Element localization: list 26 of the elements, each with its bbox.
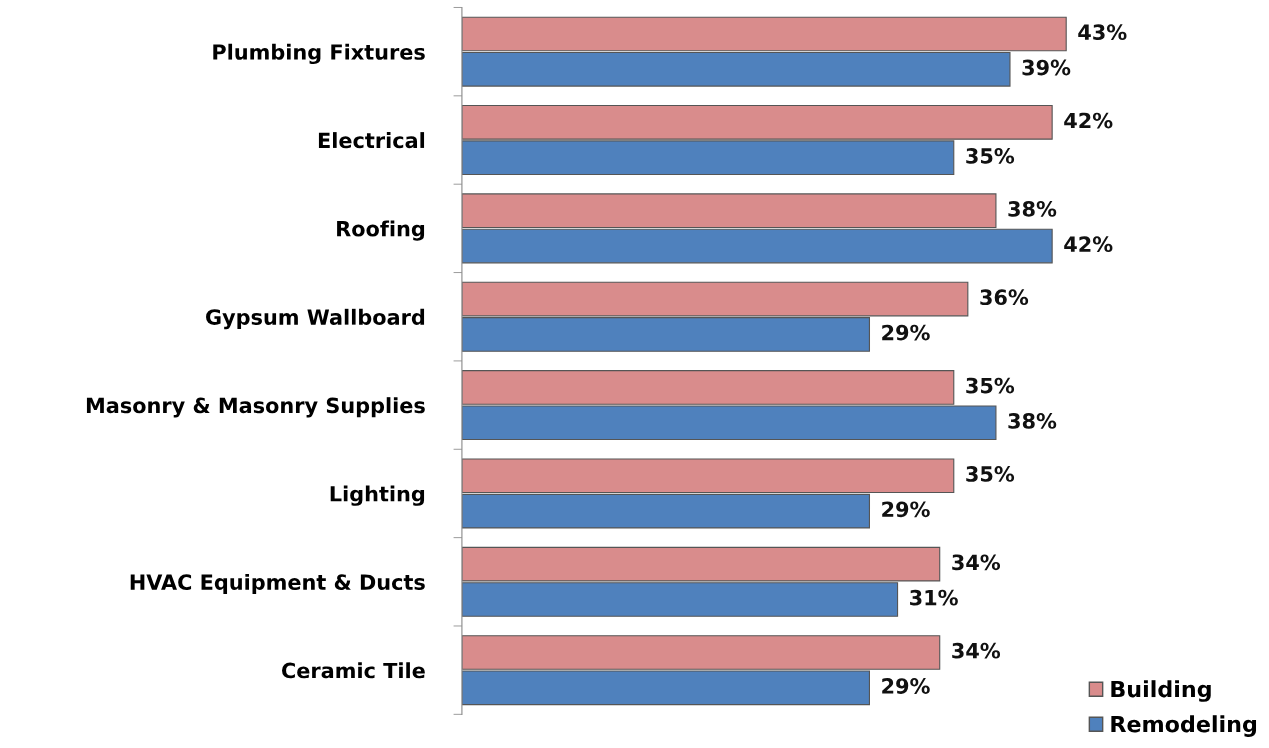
data-label: 43% — [1078, 24, 1127, 41]
y-tick-label: Masonry & Masonry Supplies — [86, 397, 425, 418]
data-label: 34% — [952, 642, 1001, 659]
data-label: 31% — [910, 589, 958, 606]
legend-label: Building — [1111, 680, 1211, 702]
y-tick-label: HVAC Equipment & Ducts — [130, 573, 425, 595]
data-label: 29% — [882, 678, 930, 694]
y-tick-label: Roofing — [337, 220, 425, 241]
data-label: 36% — [980, 289, 1029, 306]
data-label: 35% — [966, 147, 1015, 164]
y-tick-label: Lighting — [330, 485, 425, 506]
data-label: 42% — [1064, 236, 1113, 253]
data-label: 34% — [952, 554, 1001, 571]
y-tick-label: Ceramic Tile — [282, 662, 425, 679]
data-label: 38% — [1008, 200, 1057, 217]
data-label: 35% — [966, 466, 1015, 482]
y-tick-label: Plumbing Fixtures — [213, 43, 425, 65]
legend-label: Remodeling — [1111, 715, 1257, 737]
data-label: 29% — [882, 501, 930, 518]
data-label: 35% — [966, 377, 1015, 394]
y-tick-label: Electrical — [318, 132, 425, 149]
data-label: 42% — [1064, 112, 1113, 129]
data-label: 38% — [1008, 413, 1057, 429]
data-label: 39% — [1022, 59, 1071, 76]
y-tick-label: Gypsum Wallboard — [206, 308, 425, 330]
data-label: 29% — [882, 324, 930, 341]
